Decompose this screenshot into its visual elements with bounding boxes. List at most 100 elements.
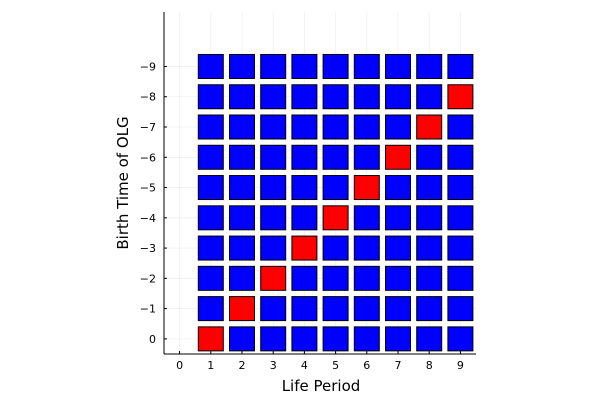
cell-highlighted [291, 235, 318, 261]
cell [416, 296, 443, 322]
cell [260, 205, 287, 231]
cell [322, 175, 349, 201]
cell-highlighted [229, 296, 255, 322]
y-tick-label: −1 [140, 303, 156, 316]
cell [353, 296, 380, 322]
cell [260, 114, 287, 140]
tick-labels: 0 1 2 3 4 5 6 7 8 9 0 −1 −2 −3 −4 −5 −6 −7 −8 −9 [140, 60, 464, 372]
cell [416, 175, 443, 201]
cell [447, 175, 474, 201]
cell [353, 144, 380, 170]
cell [197, 114, 224, 140]
cell [353, 205, 380, 231]
cell [291, 265, 318, 291]
cell [197, 235, 224, 261]
cell [291, 296, 318, 322]
x-tick-label: 9 [457, 359, 464, 372]
cell [197, 84, 224, 110]
x-tick-label: 3 [270, 359, 277, 372]
cell [229, 114, 255, 140]
cell [260, 84, 287, 110]
y-tick-label: −9 [140, 60, 156, 73]
cell [322, 296, 349, 322]
cell [260, 235, 287, 261]
cell [197, 53, 224, 79]
cell [229, 326, 255, 352]
x-tick-label: 7 [395, 359, 402, 372]
y-tick-label: −3 [140, 242, 156, 255]
cell [197, 175, 224, 201]
cell [416, 205, 443, 231]
x-tick-label: 8 [426, 359, 433, 372]
y-axis-label: Birth Time of OLG [114, 116, 132, 249]
cell [385, 205, 411, 231]
y-tick-label: 0 [149, 333, 156, 346]
cell [229, 265, 255, 291]
cell-highlighted [447, 84, 474, 110]
cell-highlighted [385, 144, 411, 170]
cell-highlighted [322, 205, 349, 231]
cell [229, 205, 255, 231]
cell [416, 326, 443, 352]
cell [385, 175, 411, 201]
cell [385, 53, 411, 79]
cell [416, 84, 443, 110]
cell [322, 144, 349, 170]
cell [447, 265, 474, 291]
cell [197, 144, 224, 170]
cell [229, 144, 255, 170]
cell [322, 265, 349, 291]
cell [353, 326, 380, 352]
cell-highlighted [260, 265, 287, 291]
cell [291, 114, 318, 140]
cell [447, 326, 474, 352]
cell [260, 144, 287, 170]
cell [416, 265, 443, 291]
cell-highlighted [353, 175, 380, 201]
cell [291, 84, 318, 110]
cell [260, 175, 287, 201]
cell [229, 175, 255, 201]
cell-highlighted [416, 114, 443, 140]
cell [229, 235, 255, 261]
cell [229, 84, 255, 110]
cell [322, 235, 349, 261]
cell [197, 265, 224, 291]
cell [322, 326, 349, 352]
y-tick-label: −8 [140, 91, 156, 104]
cell [385, 235, 411, 261]
x-axis-label: Life Period [282, 377, 361, 395]
cell [447, 114, 474, 140]
cell [197, 205, 224, 231]
y-tick-label: −7 [140, 121, 156, 134]
cell [353, 84, 380, 110]
cell [416, 53, 443, 79]
cell [322, 53, 349, 79]
cell [385, 326, 411, 352]
cell [291, 205, 318, 231]
cell [322, 114, 349, 140]
x-tick-label: 1 [207, 359, 214, 372]
x-tick-label: 2 [239, 359, 246, 372]
cell [447, 53, 474, 79]
cell [447, 235, 474, 261]
cell [416, 144, 443, 170]
cell [353, 53, 380, 79]
x-tick-label: 6 [363, 359, 370, 372]
x-tick-label: 5 [332, 359, 339, 372]
y-tick-label: −5 [140, 182, 156, 195]
cell [385, 114, 411, 140]
cell [197, 296, 224, 322]
y-tick-label: −2 [140, 272, 156, 285]
cell-highlighted [197, 326, 224, 352]
cell [353, 235, 380, 261]
x-tick-label: 0 [176, 359, 183, 372]
cell [291, 53, 318, 79]
cell [385, 84, 411, 110]
axes [163, 12, 476, 355]
cells [197, 53, 474, 352]
cell [353, 265, 380, 291]
cell [291, 144, 318, 170]
cell [416, 235, 443, 261]
